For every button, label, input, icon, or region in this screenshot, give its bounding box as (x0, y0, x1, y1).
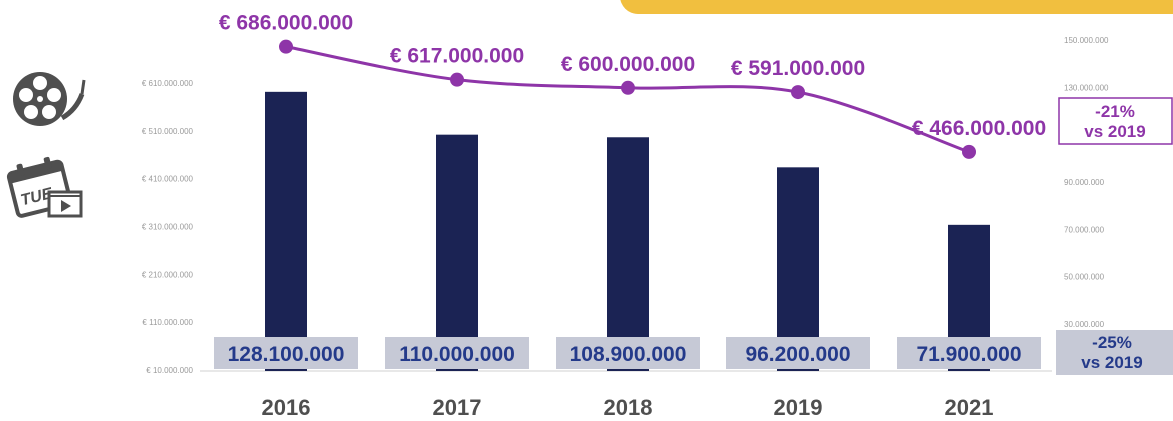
left-axis-tick-label: € 310.000.000 (142, 223, 194, 232)
line-point (962, 144, 976, 159)
annotation-line-change: vs 2019 (1084, 122, 1145, 141)
annotation-bar-change: vs 2019 (1081, 353, 1142, 372)
left-axis-tick-label: € 410.000.000 (142, 175, 194, 184)
annotation-bar-change: -25% (1092, 333, 1132, 352)
line-point (621, 80, 635, 95)
bar-data-label-box (214, 337, 358, 369)
bar-data-label: 71.900.000 (916, 343, 1021, 366)
right-axis-tick-label: 90.000.000 (1064, 178, 1105, 187)
bar (265, 91, 307, 371)
line-data-label: € 466.000.000 (912, 117, 1046, 140)
line-point (791, 85, 805, 100)
line-data-label: € 591.000.000 (731, 57, 865, 80)
bar-data-label: 110.000.000 (399, 343, 515, 366)
bar-data-label-box (897, 337, 1041, 369)
annotation-box-line (1058, 97, 1173, 145)
left-axis-tick-label: € 10.000.000 (146, 366, 193, 375)
film-reel-icon (10, 66, 86, 132)
bar-data-label-box (385, 337, 529, 369)
bar (607, 137, 649, 371)
left-axis-tick-label: € 610.000.000 (142, 79, 194, 88)
category-label: 2021 (945, 395, 994, 420)
bar-data-label: 128.100.000 (228, 343, 345, 366)
bar-data-label-box (726, 337, 870, 369)
bar-data-label-box (556, 337, 700, 369)
left-axis-tick-label: € 510.000.000 (142, 127, 194, 136)
bar-data-label: 108.900.000 (570, 343, 687, 366)
right-axis-tick-label: 50.000.000 (1064, 273, 1105, 282)
line-point (279, 39, 293, 54)
right-axis-tick-label: 30.000.000 (1064, 320, 1105, 329)
line-data-label: € 686.000.000 (219, 12, 353, 35)
line-point (450, 72, 464, 87)
annotation-line-change: -21% (1095, 102, 1135, 121)
right-axis-tick-label: 130.000.000 (1064, 83, 1109, 92)
left-axis-tick-label: € 210.000.000 (142, 270, 194, 279)
category-label: 2016 (262, 395, 311, 420)
calendar-tuesday-icon: TUE (5, 156, 85, 220)
right-axis-tick-label: 70.000.000 (1064, 225, 1105, 234)
top-banner (620, 0, 1173, 14)
category-label: 2019 (774, 395, 823, 420)
right-axis-tick-label: 150.000.000 (1064, 36, 1109, 45)
category-label: 2018 (604, 395, 653, 420)
bar (436, 134, 478, 371)
category-label: 2017 (433, 395, 482, 420)
line-data-label: € 600.000.000 (561, 53, 695, 76)
left-axis-tick-label: € 110.000.000 (142, 318, 193, 327)
bar-data-label: 96.200.000 (745, 343, 850, 366)
annotation-box-bar (1056, 330, 1173, 375)
line-data-label: € 617.000.000 (390, 45, 524, 68)
